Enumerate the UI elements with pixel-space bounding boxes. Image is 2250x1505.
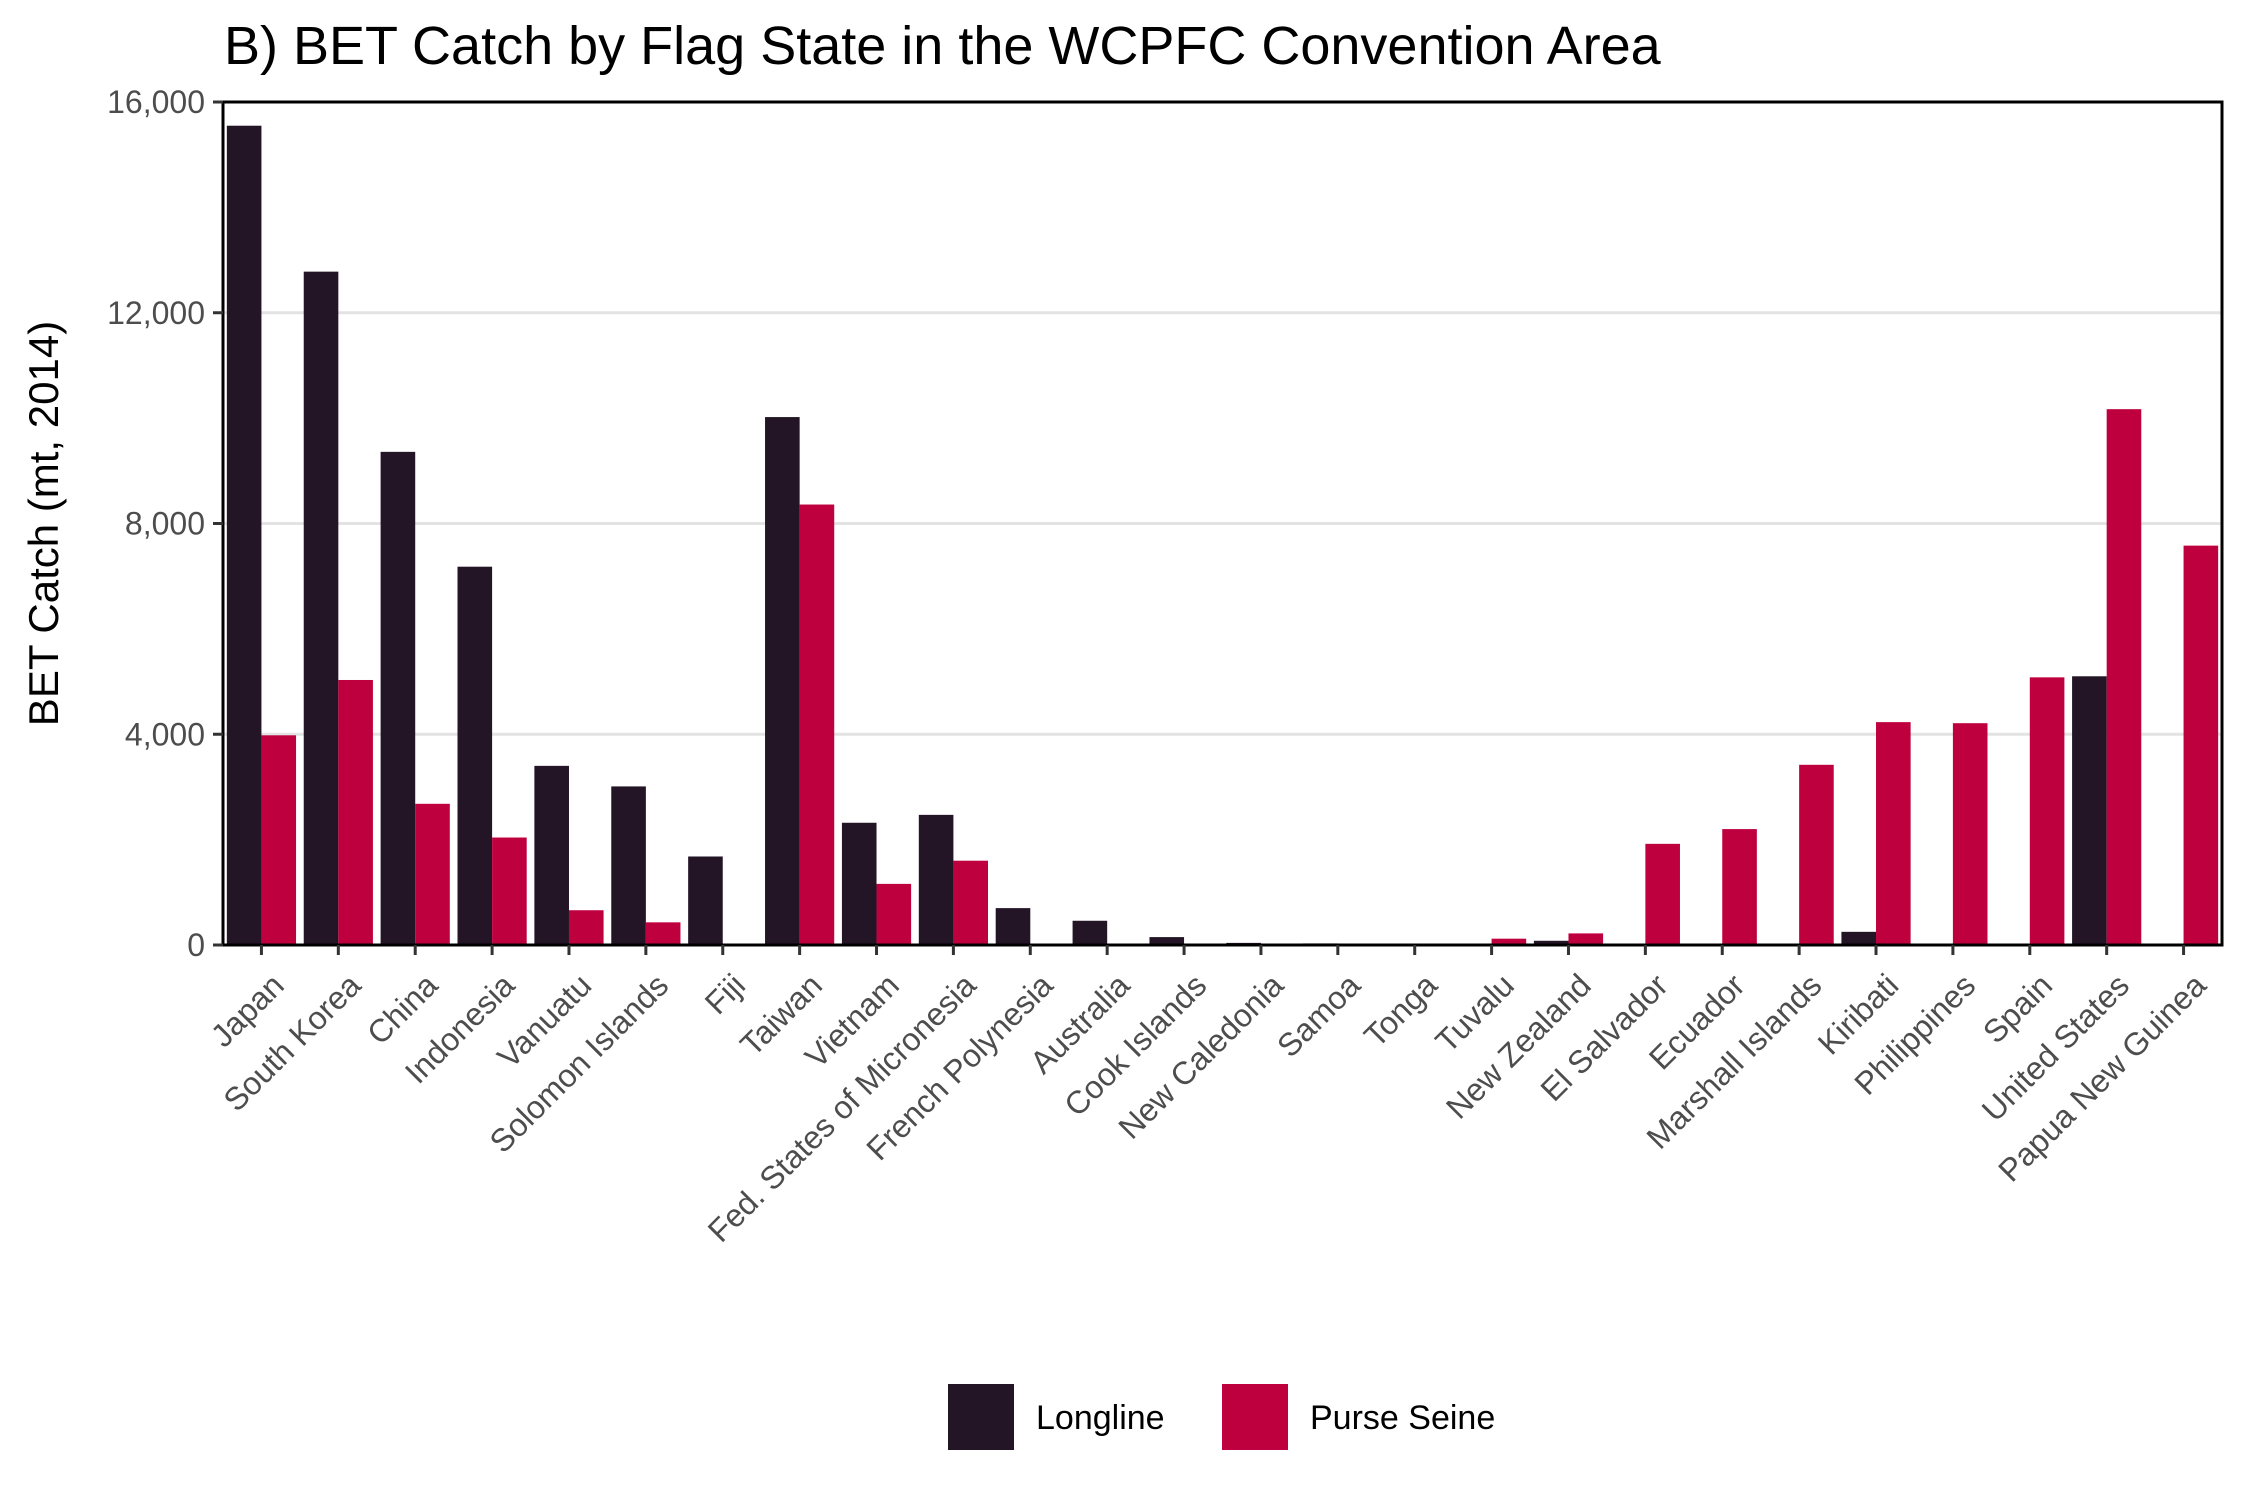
bar-purse-seine — [1799, 764, 1834, 945]
legend: Longline Purse Seine — [948, 1384, 1495, 1450]
bar-longline — [1149, 937, 1185, 945]
bar-longline — [1072, 920, 1108, 945]
y-tick-label: 4,000 — [125, 716, 205, 752]
bar-longline — [534, 765, 569, 945]
bar-longline — [226, 125, 262, 945]
bar-longline — [380, 451, 416, 945]
bar-purse-seine — [876, 883, 912, 945]
y-axis-title: BET Catch (mt, 2014) — [20, 321, 67, 726]
x-tick-label: Samoa — [1270, 967, 1367, 1064]
chart-title: B) BET Catch by Flag State in the WCPFC … — [224, 16, 1662, 76]
bar-purse-seine — [1568, 933, 1604, 945]
bar-purse-seine — [2183, 545, 2219, 945]
bar-longline — [995, 908, 1031, 945]
bar-purse-seine — [2029, 677, 2065, 945]
bar-longline — [918, 814, 954, 945]
legend-key-longline — [948, 1384, 1014, 1450]
y-axis: 0 4,000 8,000 12,000 16,000 — [107, 84, 223, 963]
bar-longline — [1841, 931, 1877, 945]
bar-longline — [611, 786, 646, 945]
gridlines — [223, 100, 2222, 947]
x-tick-label: Fiji — [698, 967, 752, 1021]
legend-key-purse-seine — [1222, 1384, 1288, 1450]
bar-purse-seine — [1491, 938, 1527, 945]
bar-purse-seine — [799, 504, 835, 945]
bar-longline — [841, 822, 877, 945]
bar-longline — [765, 417, 800, 945]
bar-purse-seine — [261, 735, 297, 945]
bar-purse-seine — [645, 922, 681, 945]
legend-label: Purse Seine — [1310, 1399, 1495, 1437]
bar-purse-seine — [568, 910, 604, 945]
bars — [226, 125, 2219, 945]
bar-purse-seine — [1722, 829, 1757, 945]
y-tick-label: 16,000 — [107, 84, 205, 120]
bar-purse-seine — [2106, 409, 2142, 945]
bar-purse-seine — [1876, 722, 1911, 945]
y-tick-label: 12,000 — [107, 295, 205, 331]
bar-longline — [457, 566, 493, 945]
bar-purse-seine — [953, 860, 988, 945]
bar-longline — [303, 271, 339, 945]
bar-purse-seine — [1952, 723, 1988, 945]
bar-longline — [688, 856, 723, 945]
bar-longline — [1533, 940, 1569, 945]
legend-label: Longline — [1036, 1399, 1165, 1437]
y-tick-label: 8,000 — [125, 506, 205, 542]
y-tick-label: 0 — [187, 927, 205, 963]
bar-longline — [2072, 676, 2107, 945]
x-tick-label: Tonga — [1357, 967, 1444, 1054]
bar-purse-seine — [492, 837, 527, 945]
bar-purse-seine — [415, 803, 450, 945]
bar-purse-seine — [338, 679, 373, 945]
bar-purse-seine — [1645, 843, 1680, 945]
